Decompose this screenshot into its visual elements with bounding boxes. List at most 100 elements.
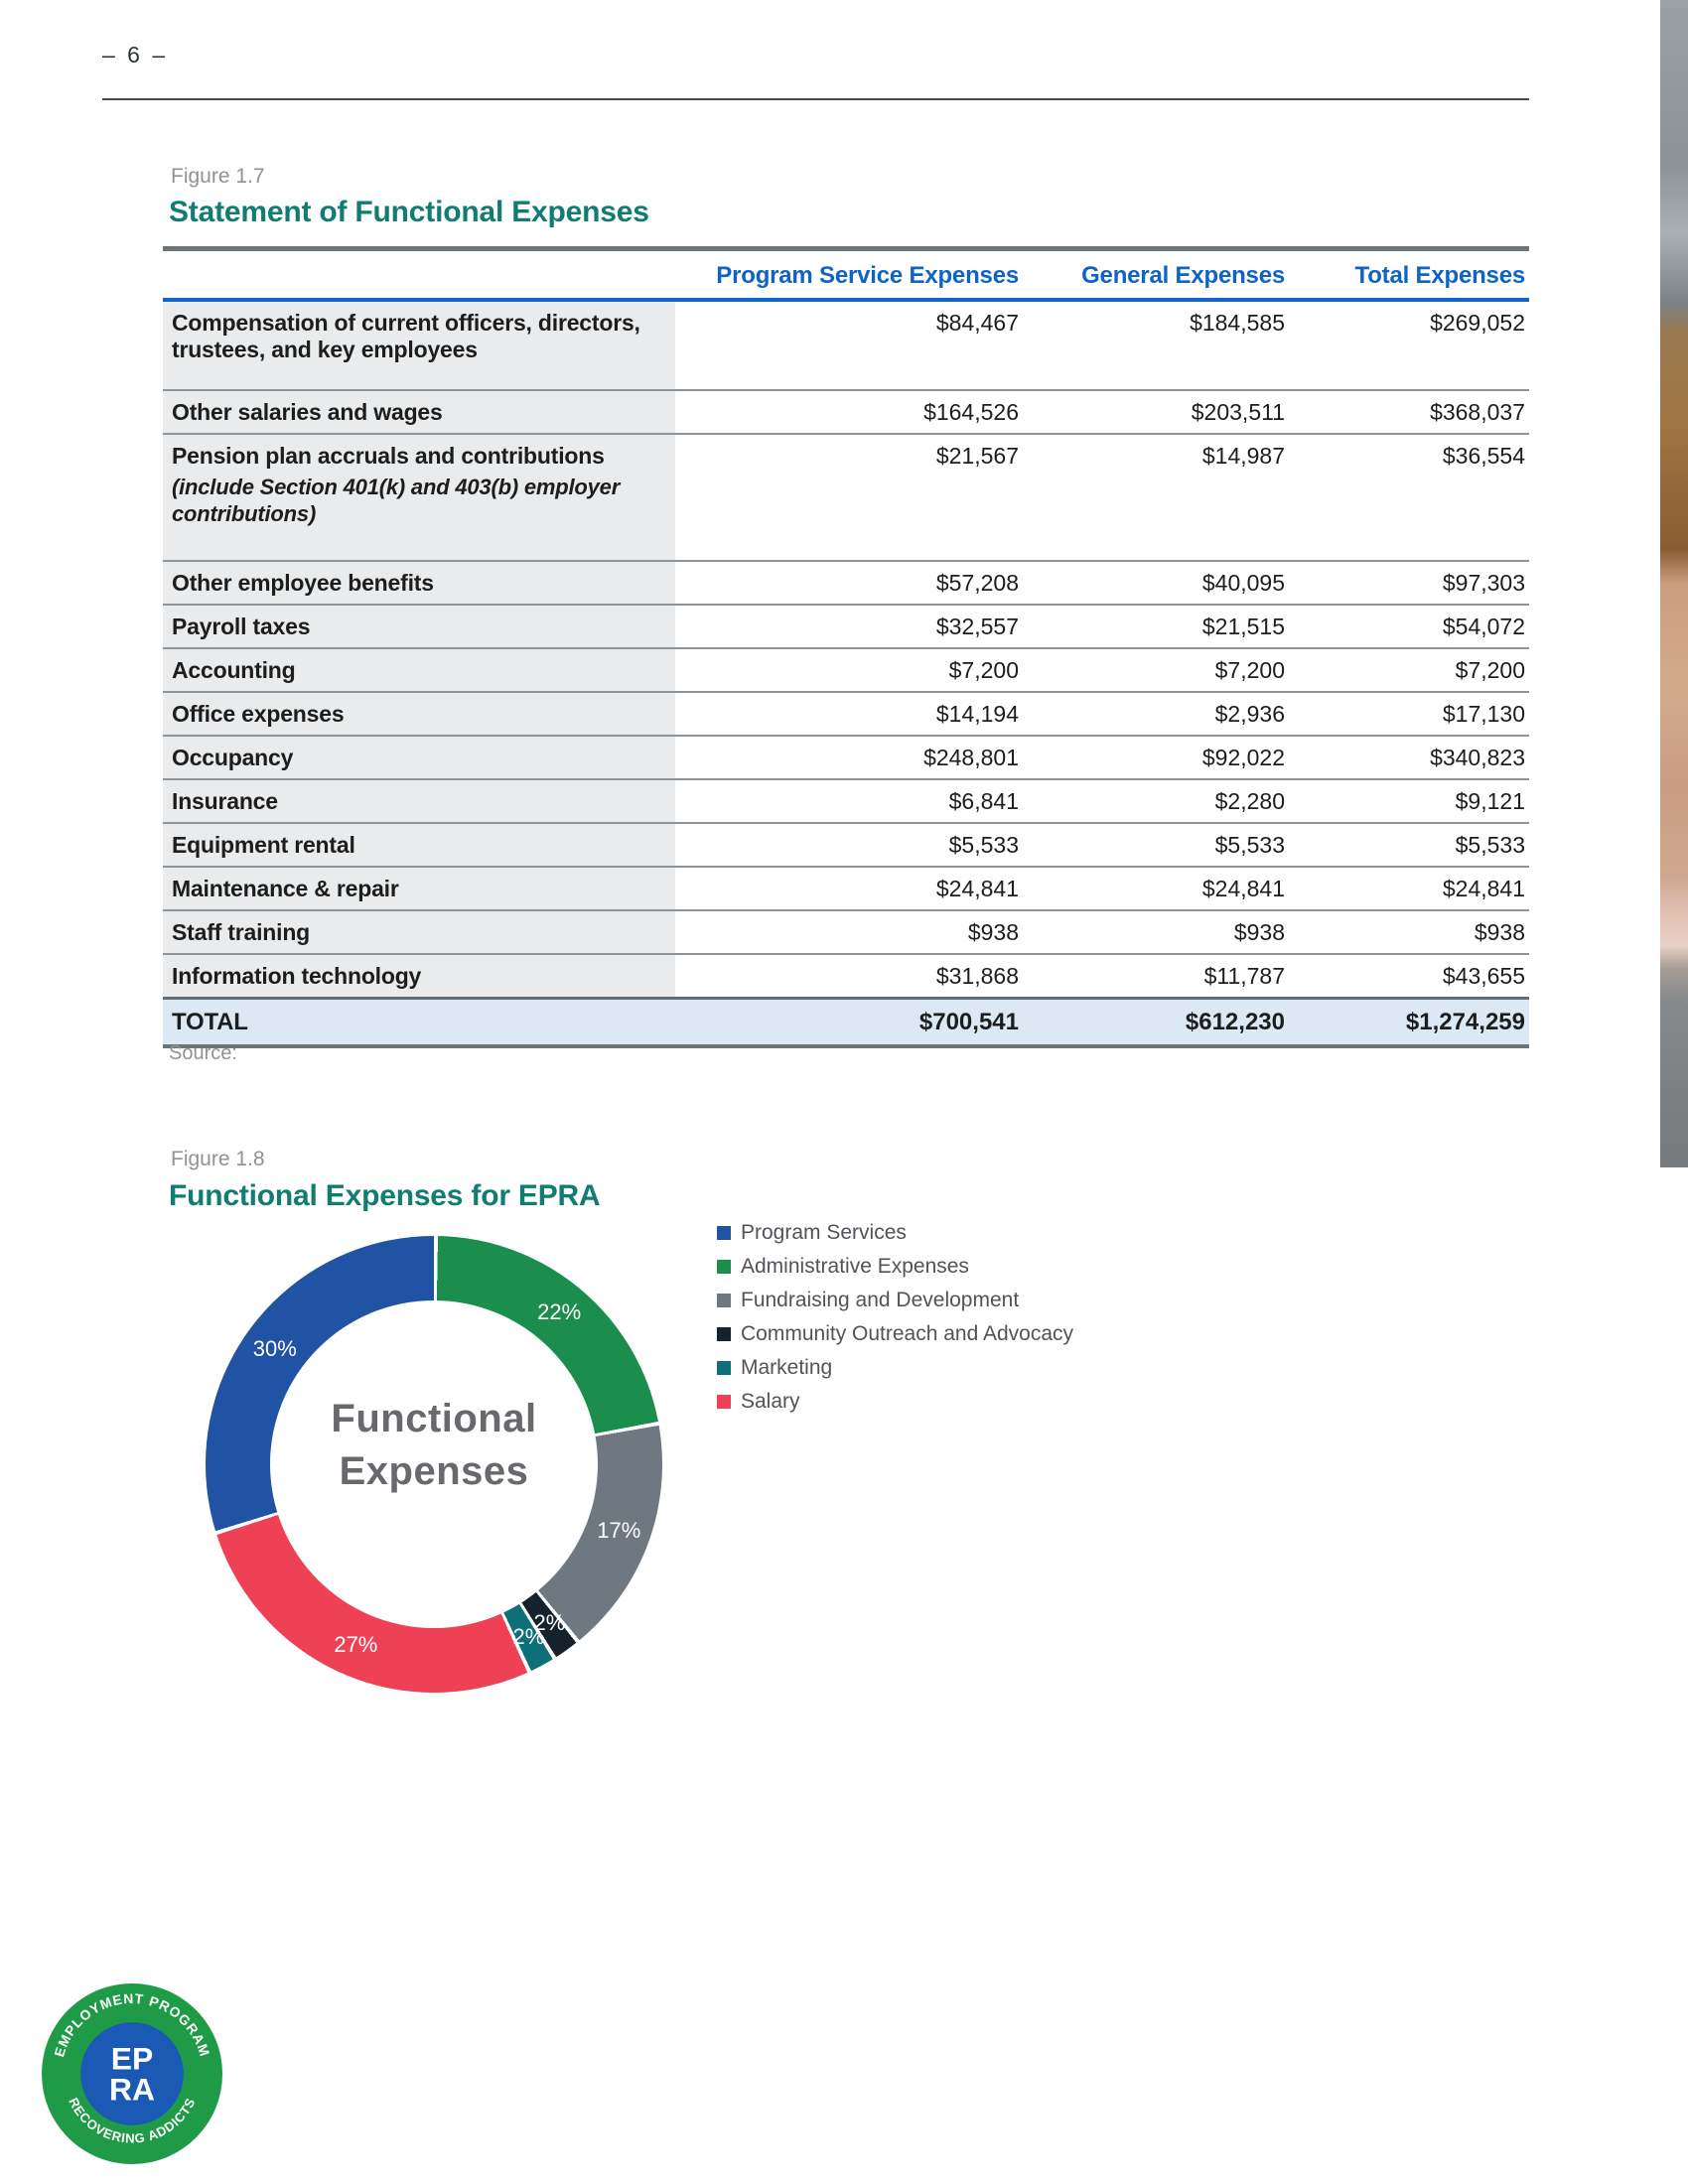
row-label-text: Information technology xyxy=(172,963,422,989)
row-value: $340,823 xyxy=(1430,745,1525,770)
table-header-row: Program Service Expenses General Expense… xyxy=(163,251,1529,302)
row-value: $248,801 xyxy=(923,745,1019,770)
logo-blue-circle xyxy=(80,2022,184,2125)
logo-monogram-line1: EP xyxy=(111,2040,153,2076)
legend-item: Marketing xyxy=(717,1356,1073,1379)
row-value: $21,567 xyxy=(935,443,1019,469)
table-row: Staff training $938 $938 $938 xyxy=(163,909,1529,953)
column-header-program-service: Program Service Expenses xyxy=(716,262,1019,289)
row-value: $24,841 xyxy=(935,876,1019,901)
photo-strip xyxy=(1660,0,1688,1167)
total-value-total: $1,274,259 xyxy=(1405,1009,1525,1035)
legend-label: Administrative Expenses xyxy=(741,1255,969,1278)
row-value: $7,200 xyxy=(1455,657,1525,683)
row-value: $2,280 xyxy=(1214,788,1285,814)
row-label: Occupancy xyxy=(163,737,675,778)
row-value: $24,841 xyxy=(1442,876,1525,901)
row-label-text: Office expenses xyxy=(172,701,345,727)
row-value: $40,095 xyxy=(1201,570,1285,596)
row-label: Accounting xyxy=(163,649,675,691)
table-row: Accounting $7,200 $7,200 $7,200 xyxy=(163,647,1529,691)
row-value: $2,936 xyxy=(1214,701,1285,727)
slice-percent-label: 17% xyxy=(597,1518,641,1544)
table-row: Other salaries and wages $164,526 $203,511… xyxy=(163,389,1529,433)
slice-percent-label: 2% xyxy=(533,1610,566,1636)
row-value: $938 xyxy=(1474,919,1525,945)
row-value: $24,841 xyxy=(1201,876,1285,901)
legend-swatch xyxy=(717,1294,731,1307)
slice-percent-label: 30% xyxy=(252,1335,297,1361)
table-row: Payroll taxes $32,557 $21,515 $54,072 xyxy=(163,604,1529,647)
row-label-text: Maintenance & repair xyxy=(172,876,399,901)
epra-logo: EMPLOYMENT PROGRAM RECOVERING ADDICTS EP… xyxy=(42,1983,222,2164)
row-value: $14,987 xyxy=(1201,443,1285,469)
donut-center-label: Functional Expenses xyxy=(331,1397,537,1493)
donut-hole xyxy=(270,1300,598,1628)
row-label-text: Equipment rental xyxy=(172,832,355,858)
page-number: – 6 – xyxy=(102,42,169,68)
chart-legend: Program Services Administrative Expenses F… xyxy=(717,1221,1073,1413)
figure-1-8-label: Figure 1.8 xyxy=(171,1148,265,1170)
table-row: Occupancy $248,801 $92,022 $340,823 xyxy=(163,735,1529,778)
row-label: Information technology xyxy=(163,955,675,997)
row-value: $14,194 xyxy=(935,701,1019,727)
total-row-label: TOTAL xyxy=(172,1009,248,1035)
row-label: Pension plan accruals and contributions (… xyxy=(163,435,675,560)
row-label: Insurance xyxy=(163,780,675,822)
row-value: $203,511 xyxy=(1191,399,1285,425)
row-value: $164,526 xyxy=(923,399,1019,425)
figure-1-8-title: Functional Expenses for EPRA xyxy=(169,1179,601,1212)
row-value: $31,868 xyxy=(935,963,1019,989)
row-value: $57,208 xyxy=(935,570,1019,596)
table-row: Insurance $6,841 $2,280 $9,121 xyxy=(163,778,1529,822)
row-value: $938 xyxy=(1233,919,1285,945)
row-value: $9,121 xyxy=(1455,788,1525,814)
row-value: $43,655 xyxy=(1442,963,1525,989)
row-label: Other employee benefits xyxy=(163,562,675,604)
row-label: Office expenses xyxy=(163,693,675,735)
row-label: Other salaries and wages xyxy=(163,391,675,433)
row-label-text: Other salaries and wages xyxy=(172,399,443,425)
row-label-text: Occupancy xyxy=(172,745,294,770)
row-label-text: Payroll taxes xyxy=(172,614,311,639)
column-header-total: Total Expenses xyxy=(1354,262,1526,289)
legend-label: Salary xyxy=(741,1390,800,1413)
row-label: Staff training xyxy=(163,911,675,953)
row-value: $54,072 xyxy=(1442,614,1525,639)
legend-label: Fundraising and Development xyxy=(741,1289,1020,1311)
row-value: $5,533 xyxy=(1455,832,1525,858)
table-row: Information technology $31,868 $11,787 $43,… xyxy=(163,953,1529,997)
slice-percent-label: 27% xyxy=(334,1631,378,1657)
table-rows: Compensation of current officers, direct… xyxy=(163,302,1529,997)
row-label-text: Insurance xyxy=(172,788,278,814)
row-value: $84,467 xyxy=(935,310,1019,336)
row-value: $36,554 xyxy=(1442,443,1525,469)
legend-label: Community Outreach and Advocacy xyxy=(741,1322,1073,1345)
row-value: $11,787 xyxy=(1203,963,1285,989)
legend-item: Administrative Expenses xyxy=(717,1255,1073,1278)
legend-swatch xyxy=(717,1395,731,1409)
row-value: $21,515 xyxy=(1201,614,1285,639)
row-value: $17,130 xyxy=(1442,701,1525,727)
row-value: $184,585 xyxy=(1190,310,1285,336)
legend-swatch xyxy=(717,1327,731,1341)
table-row: Office expenses $14,194 $2,936 $17,130 xyxy=(163,691,1529,735)
row-label-text: Other employee benefits xyxy=(172,570,434,596)
donut-chart: Functional Expenses 30% 22% 17% 2% 2% 27% xyxy=(206,1236,662,1693)
source-label: Source: xyxy=(169,1042,237,1064)
row-label-text: Accounting xyxy=(172,657,296,683)
legend-label: Program Services xyxy=(741,1221,907,1244)
table-corner-cell xyxy=(163,251,675,298)
row-value: $938 xyxy=(967,919,1019,945)
legend-swatch xyxy=(717,1260,731,1274)
figure-1-7-title: Statement of Functional Expenses xyxy=(169,196,649,228)
row-value: $6,841 xyxy=(948,788,1019,814)
row-label-text: Pension plan accruals and contributions xyxy=(172,443,605,469)
legend-item: Program Services xyxy=(717,1221,1073,1244)
row-label: Compensation of current officers, direct… xyxy=(163,302,675,389)
header-rule xyxy=(102,98,1529,100)
table-row: Equipment rental $5,533 $5,533 $5,533 xyxy=(163,822,1529,866)
total-value-program-service: $700,541 xyxy=(918,1009,1019,1035)
row-value: $32,557 xyxy=(935,614,1019,639)
row-label-note: (include Section 401(k) and 403(b) emplo… xyxy=(172,475,621,526)
